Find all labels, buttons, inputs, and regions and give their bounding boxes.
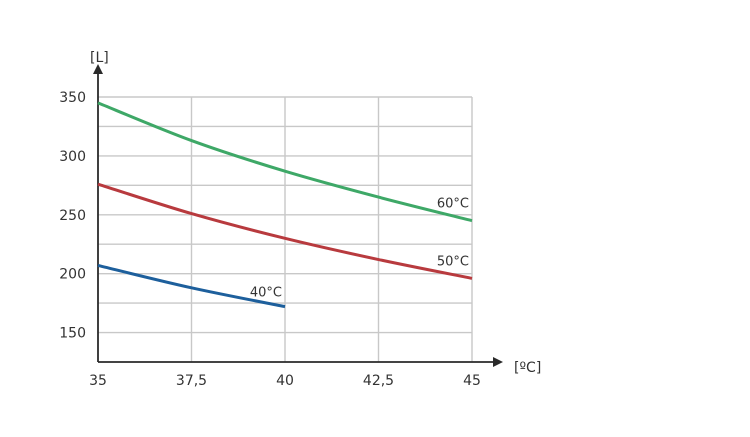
x-tick-label: 42,5 bbox=[363, 373, 394, 389]
y-axis-title: [L] bbox=[90, 50, 109, 66]
x-tick-label: 37,5 bbox=[176, 373, 207, 389]
y-tick-label: 300 bbox=[59, 149, 86, 165]
series-line-0 bbox=[97, 101, 473, 223]
x-tick-label: 40 bbox=[276, 373, 294, 389]
y-tick-label: 150 bbox=[59, 326, 86, 342]
series-line-1 bbox=[97, 182, 473, 280]
tick-labels: 150 200 250 300 350 35 37,5 40 42,5 45 bbox=[59, 90, 481, 389]
series-line-2 bbox=[97, 263, 286, 309]
y-tick-label: 250 bbox=[59, 208, 86, 224]
series-lines bbox=[97, 101, 473, 309]
y-tick-label: 350 bbox=[59, 90, 86, 106]
x-tick-label: 35 bbox=[89, 373, 107, 389]
series-labels: 60°C 50°C 40°C bbox=[250, 197, 469, 301]
axes: [L] [ºC] bbox=[90, 50, 541, 376]
grid bbox=[98, 96, 473, 362]
series-label: 50°C bbox=[437, 254, 469, 269]
y-axis-arrow bbox=[93, 64, 103, 74]
y-tick-label: 200 bbox=[59, 267, 86, 283]
series-label: 60°C bbox=[437, 197, 469, 212]
x-tick-label: 45 bbox=[463, 373, 481, 389]
x-axis-title: [ºC] bbox=[514, 360, 541, 376]
series-label: 40°C bbox=[250, 286, 282, 301]
x-axis-arrow bbox=[493, 357, 503, 367]
